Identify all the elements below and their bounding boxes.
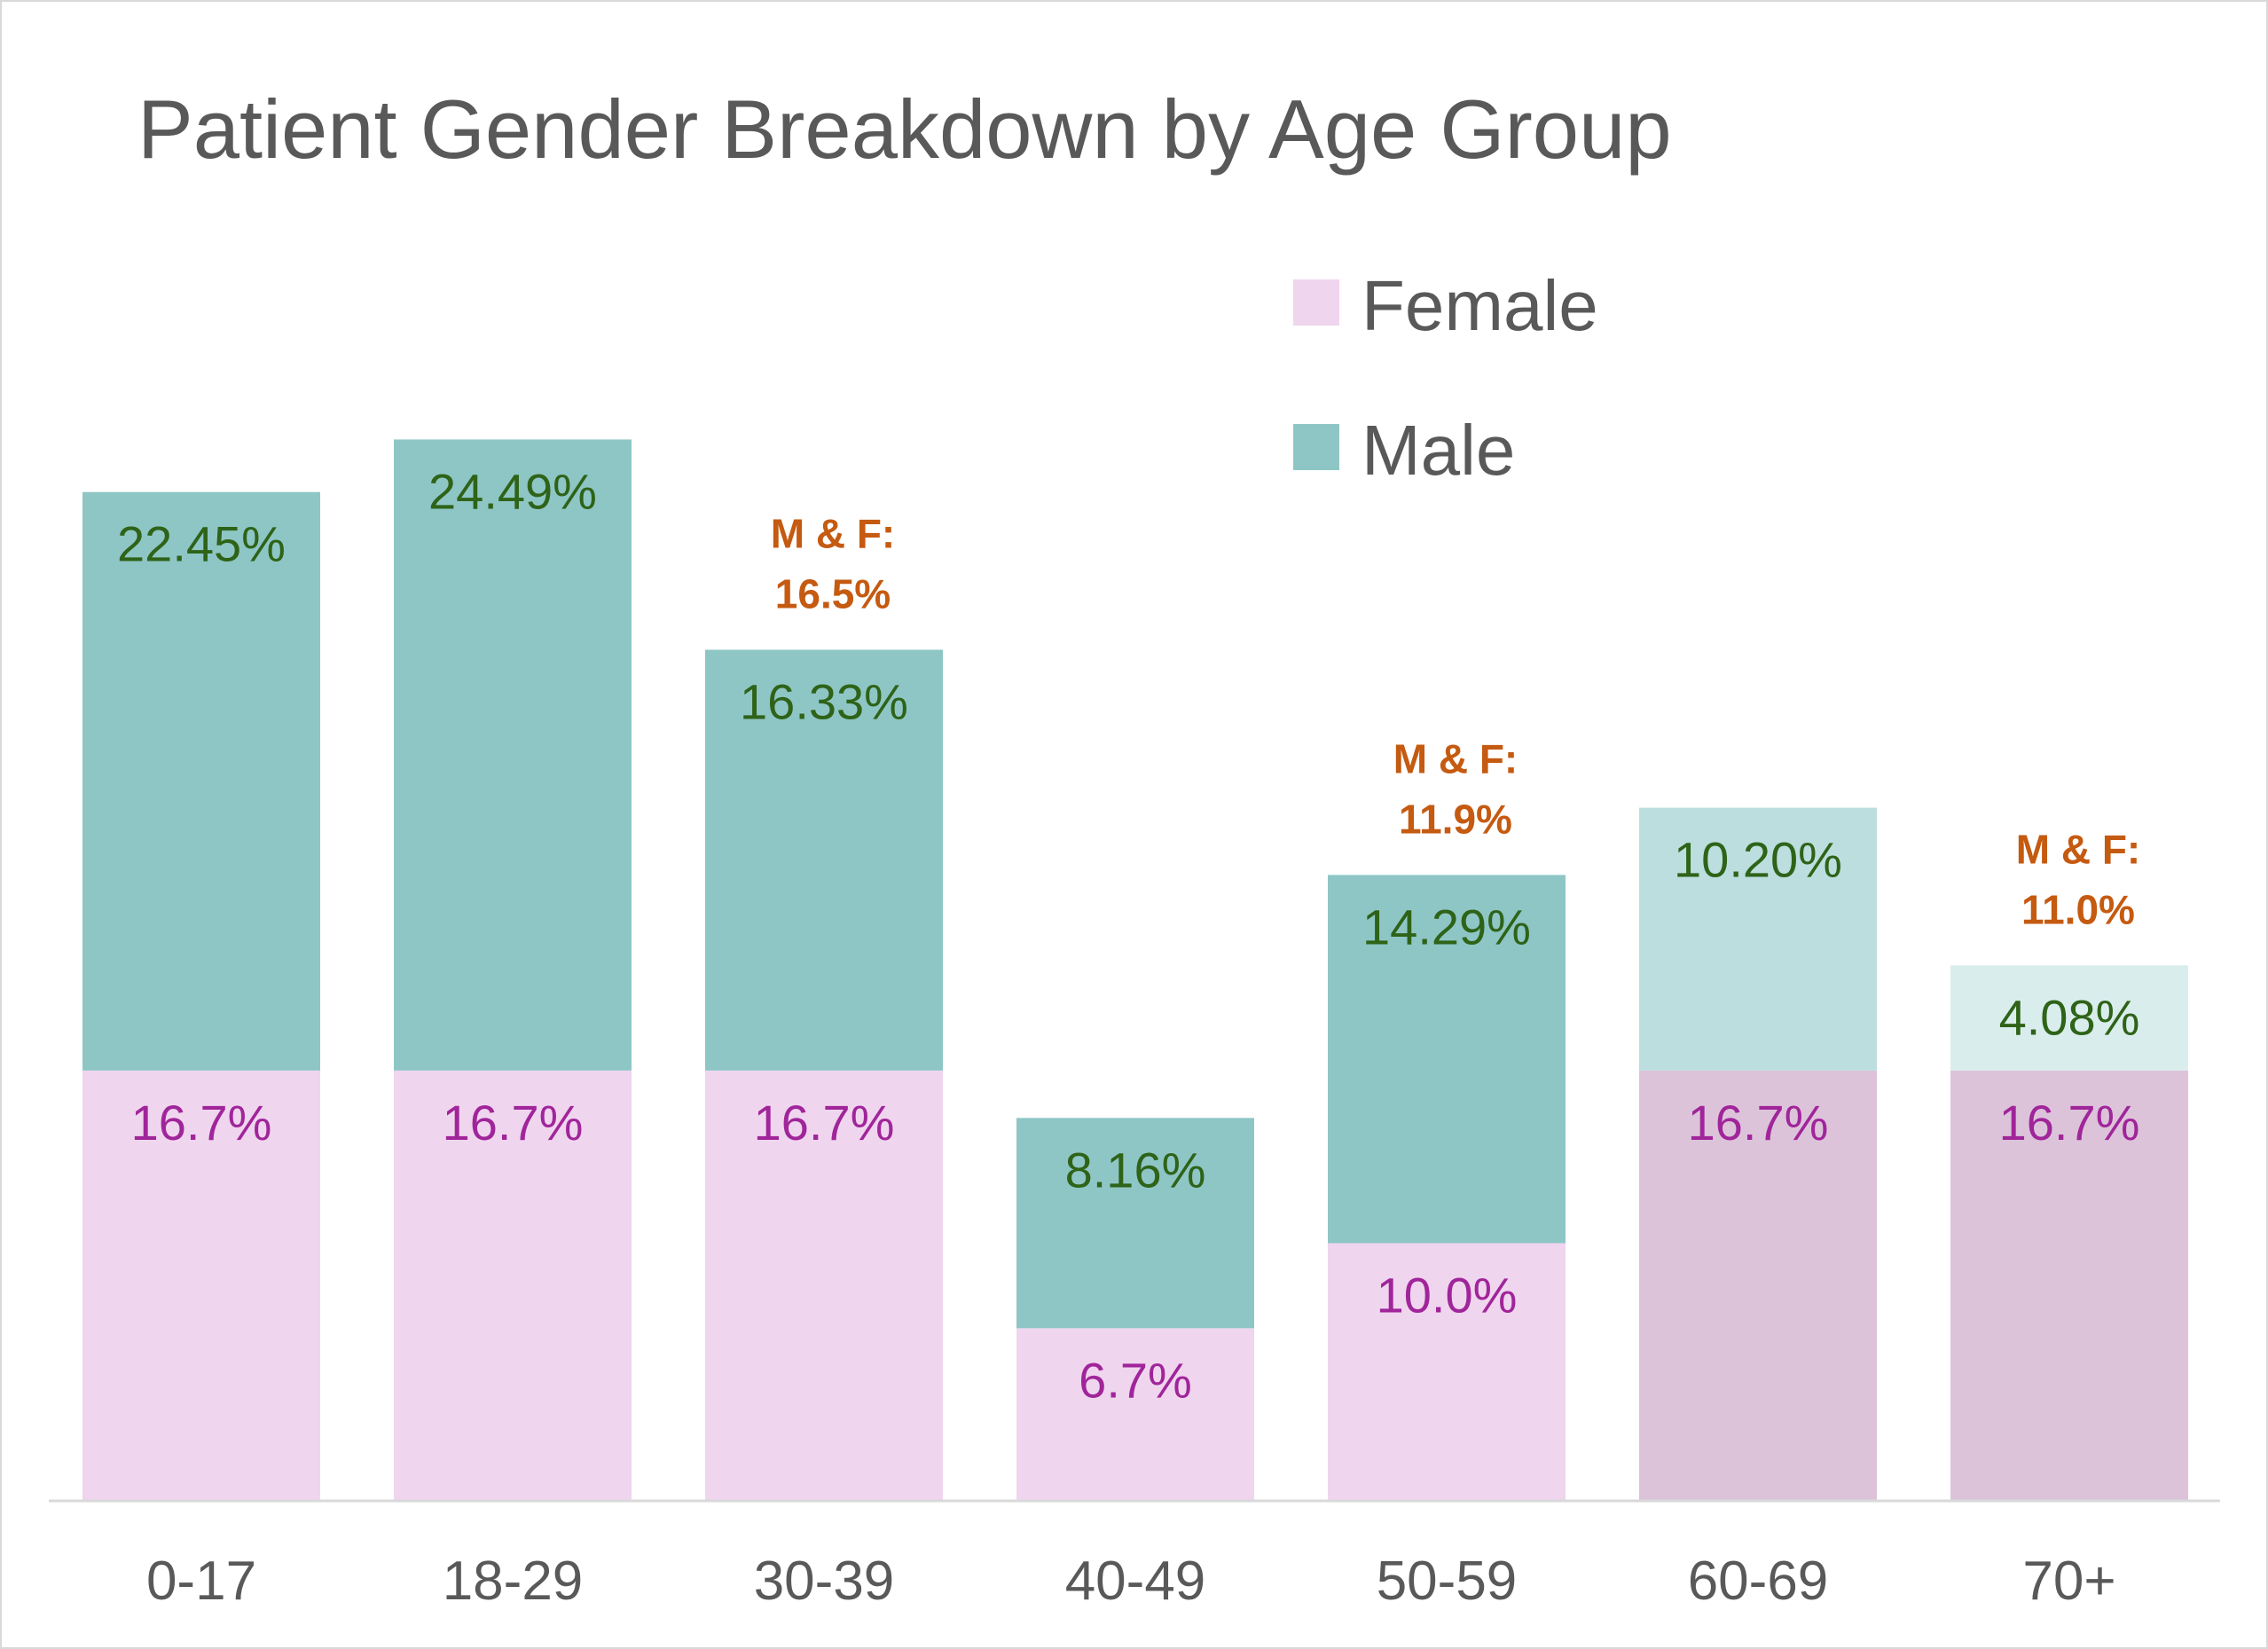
x-tick-40-49: 40-49	[1065, 1551, 1206, 1612]
x-tick-60-69: 60-69	[1688, 1551, 1829, 1612]
x-tick-0-17: 0-17	[146, 1551, 256, 1612]
bar-male-40-49	[1016, 1118, 1254, 1329]
chart-title: Patient Gender Breakdown by Age Group	[137, 82, 1672, 176]
bar-female-18-29	[394, 1070, 632, 1501]
label-female-50-59: 10.0%	[1377, 1268, 1518, 1323]
x-tick-18-29: 18-29	[443, 1551, 584, 1612]
label-male-70: 4.08%	[1999, 989, 2140, 1045]
label-female-70: 16.7%	[1999, 1095, 2140, 1150]
label-female-60-69: 16.7%	[1688, 1095, 1829, 1150]
legend: Female Male	[1293, 266, 1598, 490]
legend-label-male: Male	[1362, 411, 1515, 490]
bar-male-18-29	[394, 439, 632, 1071]
bar-female-60-69	[1639, 1070, 1877, 1501]
bar-male-0-17	[82, 491, 320, 1071]
label-female-40-49: 6.7%	[1079, 1352, 1192, 1408]
label-male-60-69: 10.20%	[1674, 832, 1842, 888]
annotation-70: M & F: 11.0%	[2016, 826, 2141, 932]
x-tick-50-59: 50-59	[1377, 1551, 1518, 1612]
annotation-30-39: M & F: 16.5%	[771, 510, 896, 616]
label-male-50-59: 14.29%	[1362, 899, 1531, 954]
legend-swatch-female	[1293, 279, 1339, 326]
annotation-50-59: M & F: 11.9%	[1393, 735, 1519, 842]
x-tick-70: 70+	[2022, 1551, 2115, 1612]
bar-female-50-59	[1328, 1243, 1566, 1501]
bar-male-60-69	[1639, 807, 1877, 1071]
bar-female-40-49	[1016, 1328, 1254, 1501]
bar-male-50-59	[1328, 875, 1566, 1244]
x-tick-30-39: 30-39	[754, 1551, 895, 1612]
label-male-18-29: 24.49%	[428, 463, 597, 519]
label-male-40-49: 8.16%	[1065, 1142, 1206, 1197]
label-female-0-17: 16.7%	[131, 1095, 272, 1150]
label-male-30-39: 16.33%	[740, 673, 908, 729]
bar-female-0-17	[82, 1070, 320, 1501]
x-tick-labels: 0-17 18-29 30-39 40-49 50-59 60-69 70+	[146, 1551, 2116, 1612]
annotations: M & F: 16.5% M & F: 11.9% M & F: 11.0%	[771, 510, 2141, 932]
bar-male-30-39	[705, 649, 943, 1071]
bar-labels: 16.7% 22.45% 16.7% 24.49% 16.7% 16.33% 6.7% 8.1…	[117, 463, 2139, 1408]
bar-female-70	[1950, 1070, 2188, 1501]
legend-label-female: Female	[1362, 266, 1598, 345]
bars	[82, 439, 2188, 1501]
bar-female-30-39	[705, 1070, 943, 1501]
label-female-30-39: 16.7%	[754, 1095, 895, 1150]
label-male-0-17: 22.45%	[117, 516, 286, 572]
legend-swatch-male	[1293, 424, 1339, 470]
label-female-18-29: 16.7%	[443, 1095, 584, 1150]
bar-male-70	[1950, 965, 2188, 1071]
